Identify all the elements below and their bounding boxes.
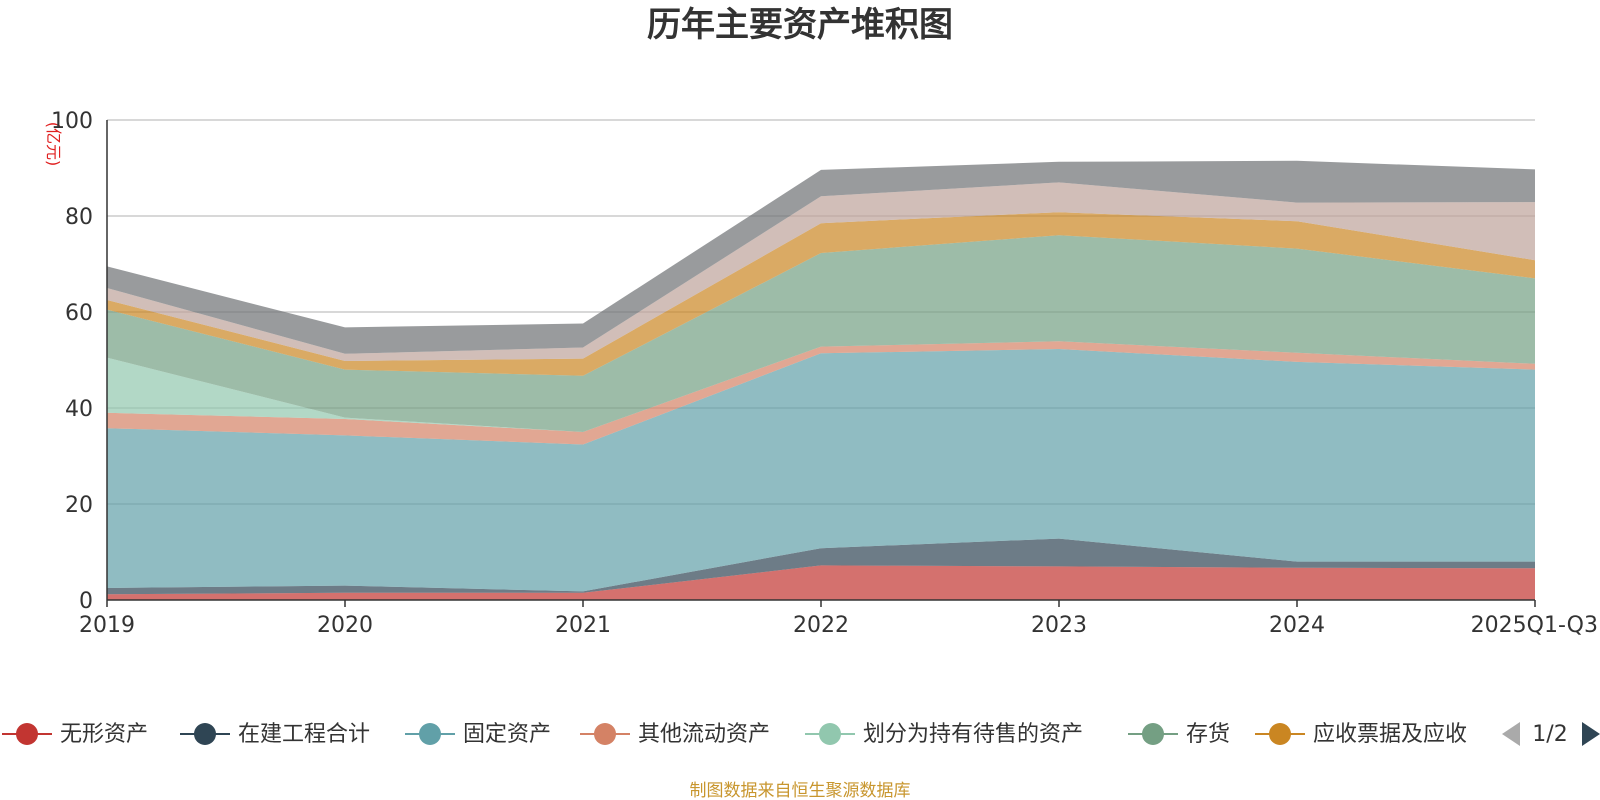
legend-marker-icon [1269,723,1291,745]
x-tick-label: 2020 [317,613,373,638]
y-tick-label: 40 [65,397,93,422]
y-axis-unit-label: (亿元) [44,122,63,167]
legend-label: 应收票据及应收 [1313,722,1467,747]
legend-label: 其他流动资产 [638,722,770,747]
y-tick-label: 80 [65,205,93,230]
area-series-6 [107,212,1535,376]
legend-item[interactable]: 划分为持有待售的资产 [805,722,1083,747]
legend-label: 划分为持有待售的资产 [863,722,1083,747]
x-tick-label: 2023 [1031,613,1087,638]
area-series-2 [107,349,1535,592]
chart-title: 历年主要资产堆积图 [647,5,953,45]
legend-marker-icon [819,723,841,745]
y-tick-label: 100 [51,109,93,134]
legend-label: 在建工程合计 [238,722,370,747]
y-tick-label: 60 [65,301,93,326]
legend-item[interactable]: 其他流动资产 [580,722,770,747]
area-series-8 [107,160,1535,354]
y-tick-label: 20 [65,493,93,518]
legend-marker-icon [194,723,216,745]
legend-label: 无形资产 [60,722,148,747]
x-tick-label: 2025Q1-Q3 [1471,613,1598,638]
legend-page-indicator: 1/2 [1532,722,1567,747]
legend-item[interactable]: 应收票据及应收 [1255,722,1467,747]
area-series-7 [107,182,1535,361]
legend-label: 存货 [1186,722,1230,747]
area-series [107,160,1535,600]
legend-prev-page-icon[interactable] [1502,722,1520,746]
legend-item[interactable]: 存货 [1128,722,1230,747]
legend-marker-icon [16,723,38,745]
x-tick-label: 2024 [1269,613,1325,638]
legend-label: 固定资产 [463,722,551,747]
legend-item[interactable]: 在建工程合计 [180,722,370,747]
legend[interactable]: 无形资产 在建工程合计 固定资产 其他流动资产 划分为持有待售的资产 存货 应收票据及应收 [2,722,1467,747]
x-tick-label: 2022 [793,613,849,638]
legend-next-page-icon[interactable] [1582,722,1600,746]
legend-pager: 1/2 [1502,722,1600,747]
area-series-0 [107,565,1535,600]
y-tick-label: 0 [79,589,93,614]
legend-marker-icon [419,723,441,745]
area-series-1 [107,538,1535,595]
x-tick-label: 2021 [555,613,611,638]
legend-marker-icon [594,723,616,745]
legend-item[interactable]: 无形资产 [2,722,148,747]
area-series-5 [107,235,1535,432]
legend-item[interactable]: 固定资产 [405,722,551,747]
x-tick-label: 2019 [79,613,135,638]
axes: 0 20 40 60 80 100 2019 2020 2021 2022 2023 2024 2025… [51,109,1598,638]
legend-marker-icon [1142,723,1164,745]
data-source-note: 制图数据来自恒生聚源数据库 [690,781,911,800]
